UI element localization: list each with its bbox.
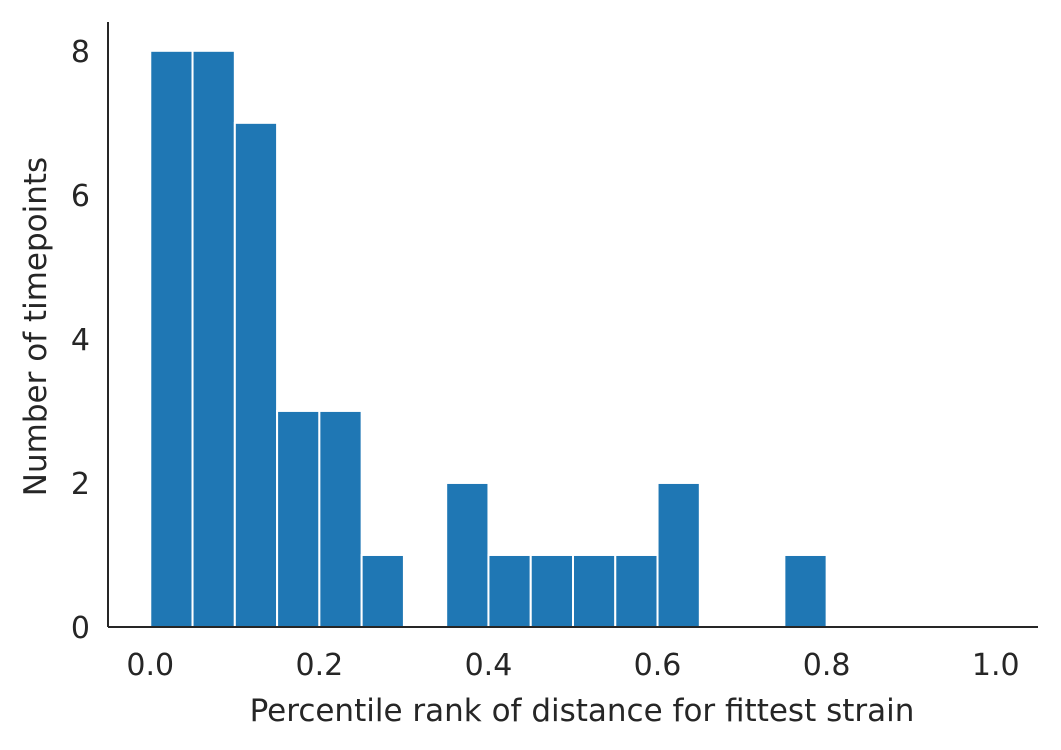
histogram-bar bbox=[318, 409, 363, 628]
y-axis-title: Number of timepoints bbox=[18, 157, 54, 496]
histogram-bar bbox=[783, 553, 828, 629]
x-tick-label: 0.8 bbox=[803, 648, 851, 683]
histogram-bar bbox=[656, 481, 701, 629]
histogram-bar bbox=[191, 49, 236, 629]
x-axis-ticks: 0.0 0.2 0.4 0.6 0.8 1.0 bbox=[126, 648, 1019, 683]
y-tick-label: 2 bbox=[71, 467, 90, 502]
histogram-bar bbox=[360, 553, 405, 629]
y-axis-ticks: 0 2 4 6 8 bbox=[71, 35, 90, 646]
y-tick-label: 0 bbox=[71, 611, 90, 646]
x-tick-label: 0.0 bbox=[126, 648, 174, 683]
histogram-bar bbox=[149, 49, 194, 629]
histogram-bar bbox=[572, 553, 617, 629]
y-tick-label: 6 bbox=[71, 179, 90, 214]
histogram-bar bbox=[614, 553, 659, 629]
histogram-bar bbox=[445, 481, 490, 629]
histogram-bar bbox=[233, 121, 279, 628]
x-tick-label: 0.2 bbox=[296, 648, 344, 683]
histogram-bar bbox=[529, 553, 575, 629]
x-axis-title: Percentile rank of distance for fittest … bbox=[250, 693, 915, 729]
y-tick-label: 8 bbox=[71, 35, 90, 70]
histogram-bar bbox=[276, 409, 321, 628]
x-tick-label: 1.0 bbox=[972, 648, 1020, 683]
bars bbox=[149, 49, 828, 629]
histogram-bar bbox=[487, 553, 532, 629]
x-tick-label: 0.6 bbox=[634, 648, 682, 683]
y-tick-label: 4 bbox=[71, 323, 90, 358]
x-tick-label: 0.4 bbox=[465, 648, 513, 683]
